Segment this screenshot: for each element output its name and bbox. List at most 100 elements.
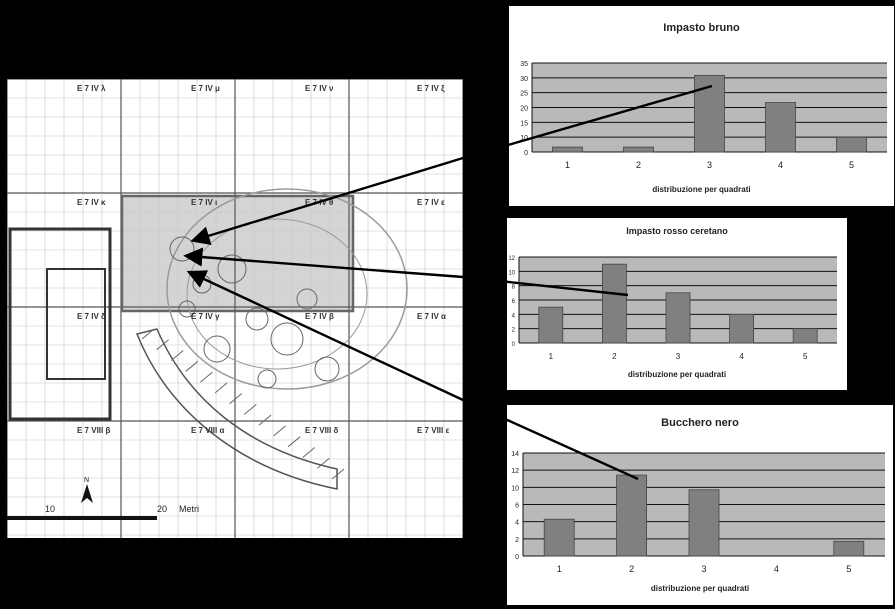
- bar: [694, 74, 725, 153]
- x-tick-label: 3: [701, 564, 706, 574]
- bar: [836, 136, 867, 153]
- y-tick-label: 6: [515, 503, 519, 510]
- bar: [792, 328, 818, 344]
- excavation-map: E 7 IV λ E 7 IV μ E 7 IV ν E 7 IV ξ E 7 IV κ…: [7, 79, 463, 538]
- x-tick-label: 5: [846, 564, 851, 574]
- bar: [602, 263, 627, 344]
- y-tick-label: 12: [511, 468, 519, 475]
- y-tick-label: 10: [508, 270, 515, 276]
- grid-square-label: E 7 VIII δ: [305, 426, 338, 435]
- x-tick-label: 1: [549, 352, 554, 361]
- x-tick-label: 2: [629, 564, 634, 574]
- map-drawing: E 7 IV λ E 7 IV μ E 7 IV ν E 7 IV ξ E 7 IV κ…: [7, 79, 463, 538]
- corridor-hatch: [317, 457, 330, 469]
- chart-bucchero-nero: Bucchero nero 0 2 4 6 10 12 14 1 2 3 4 5 distribuzi…: [507, 405, 893, 605]
- grid-square-label: E 7 VIII α: [191, 426, 224, 435]
- grid-square-label: E 7 VIII ε: [417, 426, 449, 435]
- y-tick-label: 0: [524, 150, 528, 157]
- grid-square-label: E 7 IV κ: [77, 198, 106, 207]
- grid-square-label: E 7 VIII β: [77, 426, 110, 435]
- x-tick-label: 4: [739, 352, 744, 361]
- dromos-corridor: [135, 328, 338, 490]
- corridor-hatch: [156, 339, 169, 351]
- bar: [729, 313, 755, 344]
- north-label: N: [84, 477, 89, 484]
- bar: [538, 306, 564, 344]
- x-tick-label: 4: [774, 564, 779, 574]
- pit-feature: [270, 322, 304, 356]
- y-tick-label: 10: [520, 135, 528, 142]
- x-tick-label: 4: [778, 160, 783, 170]
- bar: [688, 489, 720, 557]
- grid-square-label: E 7 IV λ: [77, 84, 106, 93]
- corridor-hatch: [214, 382, 228, 394]
- corridor-hatch: [273, 425, 286, 437]
- corridor-hatch: [185, 360, 199, 372]
- bar: [616, 474, 647, 557]
- chart-impasto-bruno: Impasto bruno 0 10 15 20 25 30 35 1 2 3 4 5 distrib…: [509, 6, 894, 206]
- highlight-zone: [122, 196, 353, 311]
- corridor-hatch: [200, 371, 213, 383]
- chart-title: Impasto bruno: [663, 22, 740, 34]
- x-tick-label: 2: [636, 160, 641, 170]
- grid-square-label: E 7 IV ι: [191, 198, 217, 207]
- chart-title: Bucchero nero: [661, 417, 739, 429]
- y-tick-label: 12: [508, 256, 515, 262]
- x-tick-label: 1: [565, 160, 570, 170]
- y-tick-label: 2: [515, 537, 519, 544]
- bar: [543, 518, 575, 557]
- y-tick-label: 2: [512, 328, 516, 334]
- corridor-hatch: [258, 414, 272, 426]
- corridor-hatch: [170, 350, 184, 361]
- y-tick-label: 6: [512, 299, 516, 305]
- bar: [765, 102, 796, 153]
- y-tick-label: 14: [511, 451, 519, 458]
- scale-bar: [7, 516, 157, 520]
- chart-xlabel: distribuzione per quadrati: [652, 185, 751, 194]
- y-tick-label: 0: [512, 342, 516, 348]
- scale-label: Metri: [179, 504, 199, 514]
- grid-square-label: E 7 IV β: [305, 312, 334, 321]
- grid-square-label: E 7 IV γ: [191, 312, 220, 321]
- chart-xlabel: distribuzione per quadrati: [627, 370, 727, 379]
- pit-feature: [314, 356, 340, 382]
- corridor-hatch: [243, 404, 257, 415]
- y-tick-label: 4: [512, 313, 516, 319]
- grid-square-label: E 7 IV ξ: [417, 84, 445, 93]
- grid-square-label: E 7 IV ν: [305, 84, 334, 93]
- bar: [552, 146, 583, 153]
- grid-square-label: E 7 IV α: [417, 312, 446, 321]
- corridor-hatch: [331, 468, 345, 480]
- x-tick-label: 5: [849, 160, 854, 170]
- grid-square-label: E 7 IV δ: [77, 312, 106, 321]
- corridor-hatch: [141, 328, 155, 340]
- y-tick-label: 35: [520, 61, 528, 68]
- y-tick-label: 10: [511, 485, 519, 492]
- y-tick-label: 20: [520, 106, 528, 113]
- grid-square-label: E 7 IV θ: [305, 198, 333, 207]
- pit-feature: [203, 335, 231, 363]
- scale-label: 10: [45, 504, 55, 514]
- building-inner-wall: [46, 268, 106, 380]
- x-tick-label: 3: [676, 352, 681, 361]
- x-tick-label: 1: [557, 564, 562, 574]
- north-arrow-icon: [81, 484, 93, 503]
- x-tick-label: 3: [707, 160, 712, 170]
- y-tick-label: 4: [515, 520, 519, 527]
- y-tick-label: 25: [520, 91, 528, 98]
- y-tick-label: 8: [512, 285, 516, 291]
- y-tick-label: 15: [520, 120, 528, 127]
- y-tick-label: 0: [515, 554, 519, 561]
- chart-impasto-rosso-ceretano: Impasto rosso ceretano 0 2 4 6 8 10 12 1 2 3 4 5 di…: [507, 218, 847, 390]
- bar: [623, 146, 654, 153]
- x-tick-label: 5: [803, 352, 808, 361]
- y-tick-label: 30: [520, 76, 528, 83]
- chart-xlabel: distribuzione per quadrati: [650, 584, 750, 593]
- bar: [833, 540, 865, 557]
- building-outline: [8, 227, 112, 421]
- chart-title: Impasto rosso ceretano: [626, 226, 728, 236]
- grid-square-label: E 7 IV μ: [191, 84, 220, 93]
- bar: [665, 292, 691, 344]
- grid-square-label: E 7 IV ε: [417, 198, 445, 207]
- corridor-hatch: [302, 447, 316, 458]
